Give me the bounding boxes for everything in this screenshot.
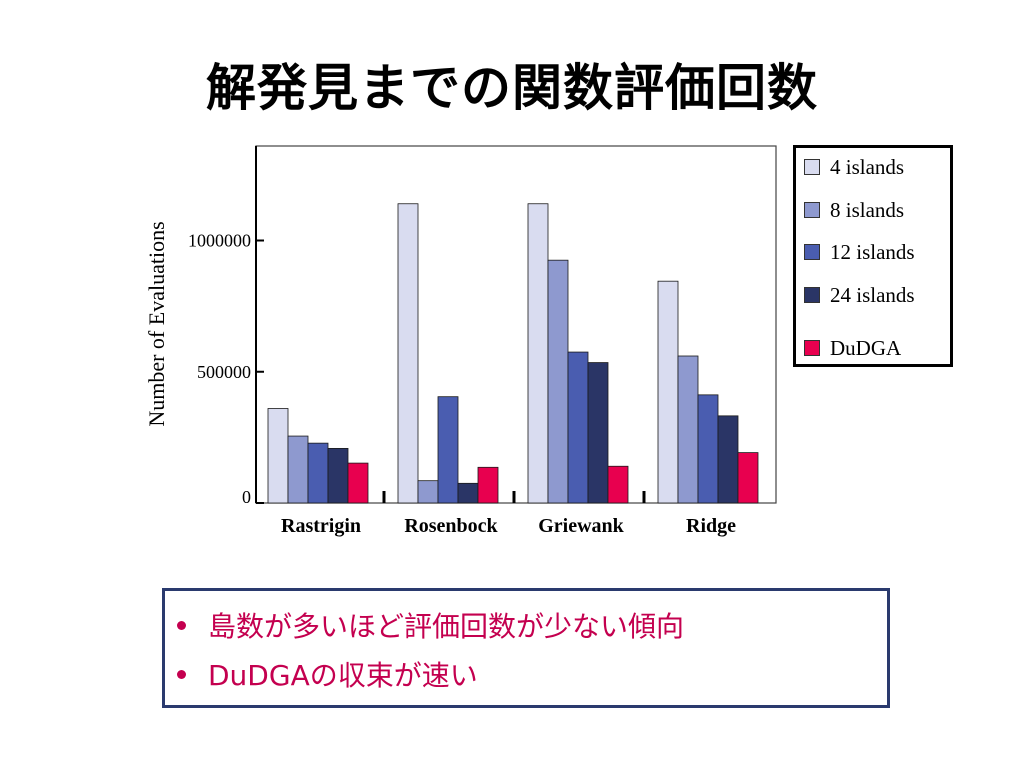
y-tick-label: 1000000 — [188, 231, 251, 251]
legend-label: 12 islands — [830, 239, 915, 264]
legend-swatch — [804, 244, 820, 260]
bar-ridge-4-islands — [657, 280, 679, 504]
bar-rosenbock-24-islands — [457, 482, 479, 504]
bar-rastrigin-24-islands — [327, 447, 349, 504]
y-ticks-group: 0 500000 1000000 — [188, 231, 264, 507]
bullet-box: 島数が多いほど評価回数が少ない傾向 DuDGAの収束が速い — [162, 588, 890, 708]
legend-item-12-islands: 12 islands — [804, 239, 915, 264]
bar-rastrigin-dudga — [347, 462, 369, 504]
bar-griewank-12-islands — [567, 351, 589, 504]
bar-griewank-24-islands — [587, 362, 609, 504]
bar-ridge-24-islands — [717, 415, 739, 504]
x-tick-label: Rosenbock — [404, 515, 498, 537]
bar-rastrigin-8-islands — [287, 435, 309, 504]
bar-rastrigin-12-islands — [307, 442, 329, 504]
bar-rosenbock-dudga — [477, 466, 499, 504]
legend-swatch — [804, 340, 820, 356]
legend-label: 4 islands — [830, 154, 905, 179]
bar-rosenbock-4-islands — [397, 203, 419, 504]
bullet-dot-icon — [177, 669, 186, 679]
legend-item-4-islands: 4 islands — [804, 154, 905, 179]
y-tick-label: 500000 — [197, 362, 251, 382]
x-ticks-group: Rastrigin Rosenbock Griewank Ridge — [281, 515, 736, 537]
category-separators — [382, 491, 646, 503]
y-axis-label: Number of Evaluations — [144, 221, 169, 426]
legend-swatch — [804, 202, 820, 218]
bullet-text-2: DuDGAの収束が速い — [208, 659, 478, 692]
legend-item-24-islands: 24 islands — [804, 282, 915, 307]
slide-title: 解発見までの関数評価回数 — [206, 59, 818, 117]
x-tick-label: Ridge — [686, 515, 736, 537]
bar-ridge-8-islands — [677, 355, 699, 504]
legend: 4 islands 8 islands 12 islands 24 islands Du… — [793, 145, 953, 367]
legend-item-8-islands: 8 islands — [804, 197, 905, 222]
bullet-text-1: 島数が多いほど評価回数が少ない傾向 — [208, 610, 685, 643]
legend-item-dudga: DuDGA — [804, 335, 902, 360]
legend-label: DuDGA — [830, 335, 902, 360]
bullet-dot-icon — [177, 620, 186, 630]
bar-rastrigin-4-islands — [267, 408, 289, 504]
bar-ridge-12-islands — [697, 394, 719, 504]
bar-ridge-dudga — [737, 452, 759, 504]
bullet-item-1: 島数が多いほど評価回数が少ない傾向 — [177, 605, 684, 645]
bars-group — [267, 203, 759, 504]
bar-griewank-8-islands — [547, 259, 569, 504]
y-tick-label: 0 — [242, 487, 251, 507]
legend-swatch — [804, 159, 820, 175]
bar-griewank-dudga — [607, 465, 629, 504]
bar-rosenbock-8-islands — [417, 480, 439, 504]
bullet-item-2: DuDGAの収束が速い — [177, 654, 478, 694]
bar-griewank-4-islands — [527, 203, 549, 504]
legend-swatch — [804, 287, 820, 303]
bar-rosenbock-12-islands — [437, 396, 459, 504]
legend-label: 24 islands — [830, 282, 915, 307]
x-tick-label: Rastrigin — [281, 515, 361, 537]
legend-label: 8 islands — [830, 197, 905, 222]
x-tick-label: Griewank — [538, 515, 624, 537]
